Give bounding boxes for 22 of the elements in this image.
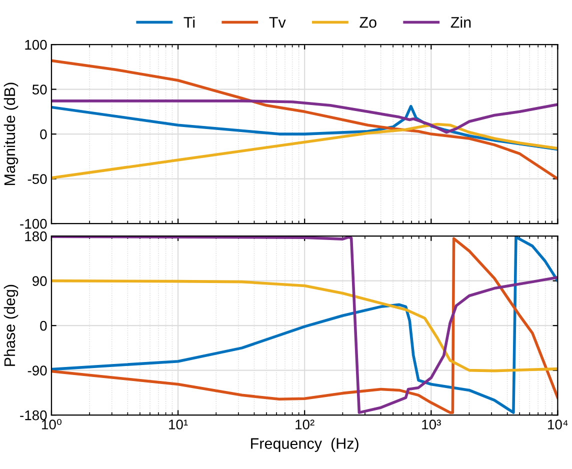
y-tick-label: 50 [32, 84, 47, 94]
legend-label: Ti [184, 16, 195, 28]
y-tick-label: 100 [25, 40, 47, 50]
y-tick-label: 90 [32, 276, 47, 286]
legend-label: Zin [450, 16, 471, 28]
y-axis-title: Phase (deg) [4, 284, 18, 366]
y-tick-label: 0 [40, 320, 47, 331]
x-tick-label: 10¹ [169, 420, 188, 430]
y-tick-label: -90 [28, 366, 47, 376]
x-tick-label: 10³ [422, 420, 441, 430]
x-tick-label: 10² [296, 420, 314, 430]
y-tick-label: 180 [25, 231, 47, 242]
y-tick-label: 0 [40, 129, 47, 140]
legend-label: Zo [360, 17, 376, 28]
y-tick-label: -180 [20, 410, 47, 420]
x-tick-label: 10⁴ [548, 420, 568, 430]
legend-label: Tv [269, 17, 286, 28]
x-axis-title: Frequency (Hz) [251, 438, 358, 452]
y-tick-label: -100 [20, 218, 47, 229]
x-tick-label: 10⁰ [42, 418, 62, 430]
y-axis-title: Magnitude (dB) [4, 82, 18, 186]
y-tick-label: -50 [28, 174, 47, 184]
